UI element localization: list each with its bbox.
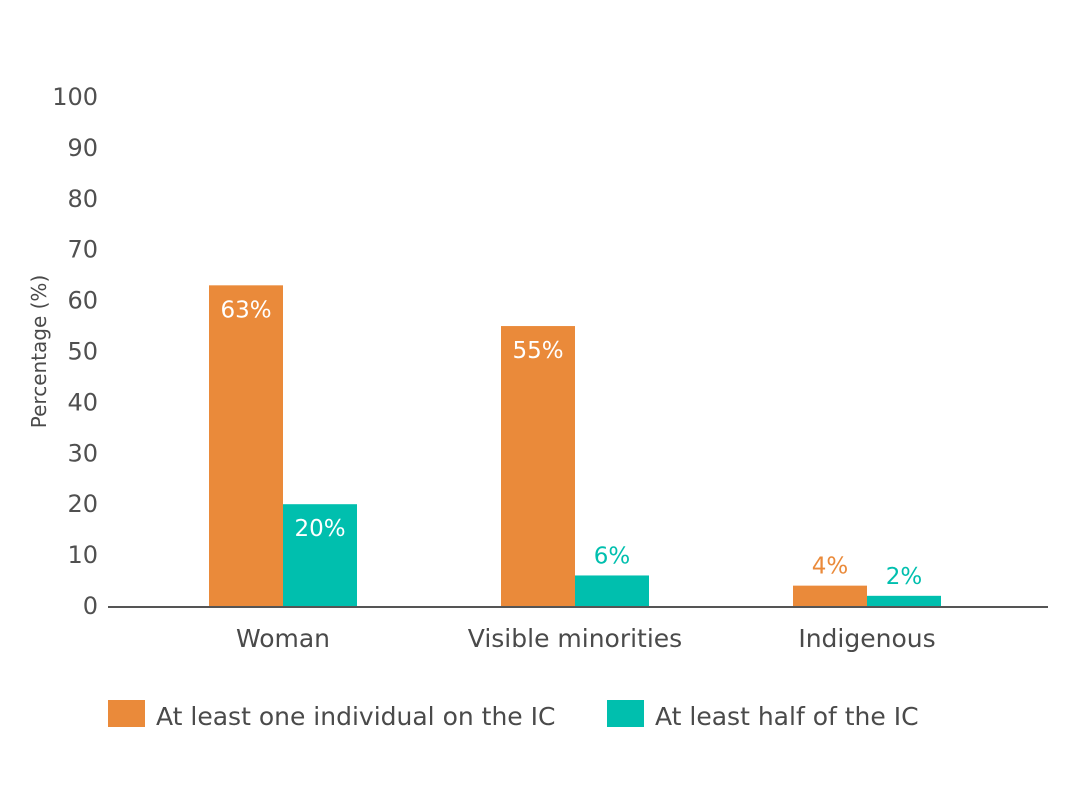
- y-axis-label: Percentage (%): [27, 275, 51, 428]
- y-tick-label: 10: [67, 541, 98, 569]
- data-label: 2%: [886, 564, 923, 590]
- bar-at-least-one-2: [793, 585, 867, 606]
- legend-swatch: [108, 700, 145, 727]
- legend-swatch: [607, 700, 644, 727]
- category-label: Woman: [236, 624, 330, 653]
- data-label: 20%: [294, 516, 345, 542]
- y-tick-label: 100: [52, 83, 98, 111]
- y-tick-label: 60: [67, 287, 98, 315]
- y-tick-label: 80: [67, 185, 98, 213]
- legend-label: At least half of the IC: [655, 702, 919, 731]
- category-labels: Woman Visible minorities Indigenous: [236, 624, 936, 653]
- bar-at-least-one-0: [209, 285, 283, 606]
- y-tick-label: 20: [67, 490, 98, 518]
- bars: [209, 285, 941, 606]
- y-tick-label: 0: [83, 592, 98, 620]
- legend-label: At least one individual on the IC: [156, 702, 555, 731]
- category-label: Indigenous: [798, 624, 935, 653]
- data-labels: 63% 20% 55% 6% 4% 2%: [220, 297, 922, 589]
- y-tick-label: 40: [67, 388, 98, 416]
- data-label: 6%: [594, 543, 631, 569]
- legend: At least one individual on the IC At leas…: [108, 700, 919, 731]
- y-tick-label: 90: [67, 134, 98, 162]
- data-label: 55%: [512, 338, 563, 364]
- bar-at-least-half-2: [867, 595, 941, 606]
- y-tick-label: 50: [67, 338, 98, 366]
- bar-at-least-half-1: [575, 575, 649, 606]
- bar-at-least-half-0: [283, 504, 357, 606]
- y-axis-ticks: 0 10 20 30 40 50 60 70 80 90 100: [52, 83, 98, 620]
- y-tick-label: 70: [67, 236, 98, 264]
- category-label: Visible minorities: [468, 624, 682, 653]
- bar-at-least-one-1: [501, 326, 575, 606]
- data-label: 4%: [812, 554, 849, 580]
- data-label: 63%: [220, 297, 271, 323]
- y-tick-label: 30: [67, 439, 98, 467]
